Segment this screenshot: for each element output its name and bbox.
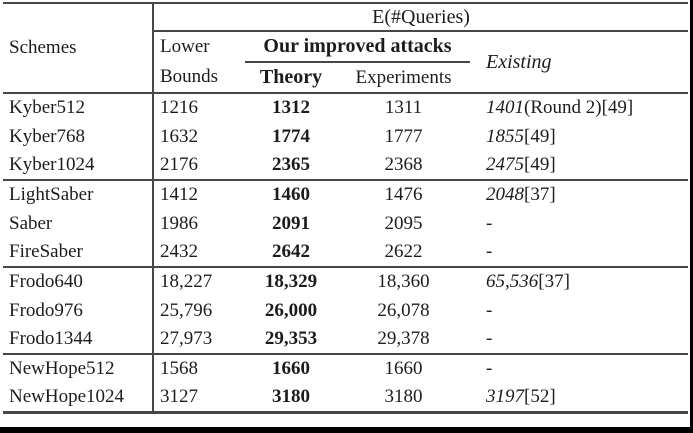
existing-value: -: [470, 296, 688, 325]
column-header-expected-queries: E(#Queries): [153, 2, 689, 32]
scheme-name: Frodo976: [3, 296, 154, 325]
lower-bound-value: 3127: [153, 383, 245, 414]
table-row: Kyber768 1632 1774 1777 1855[49]: [3, 122, 688, 151]
lower-bound-value: 2176: [160, 154, 198, 176]
lower-bound-value: 1216: [160, 97, 198, 119]
scheme-name: FireSaber: [3, 238, 154, 267]
scheme-name: LightSaber: [3, 179, 154, 209]
scheme-name: Kyber512: [3, 93, 154, 122]
theory-value: 1660: [245, 353, 337, 383]
page-right-border: [690, 0, 693, 433]
table-row: FireSaber 2432 2642 2622 -: [3, 238, 688, 267]
theory-value: 1312: [272, 97, 310, 119]
existing-number: 2048: [486, 184, 524, 206]
lower-bound-value: 1986: [160, 212, 198, 234]
scheme-name: Frodo1344: [3, 325, 154, 354]
existing-value: -: [470, 209, 688, 238]
table-body: Kyber512 1216 1312 1311 1401(Round 2)[49] Kyb…: [3, 93, 689, 414]
table-row: Saber 1986 2091 2095 -: [3, 209, 688, 238]
theory-value: 29,353: [264, 328, 318, 350]
theory-value: 2091: [272, 212, 310, 234]
lower-bound-value: 27,973: [160, 328, 213, 350]
column-header-lower-bounds: Lower Bounds: [153, 31, 245, 94]
scheme-name: Frodo640: [3, 266, 154, 296]
existing-number: 65,536: [486, 271, 539, 293]
existing-citation: [37]: [524, 184, 556, 206]
table-header: Schemes E(#Queries) Lower Bounds Our imp…: [3, 2, 689, 94]
theory-value: 18,329: [245, 266, 337, 296]
theory-value: 1460: [245, 179, 337, 209]
existing-value: 2475[49]: [470, 151, 688, 180]
existing-number: 3197: [486, 385, 524, 407]
existing-number: -: [486, 328, 493, 350]
existing-citation: [52]: [524, 385, 556, 407]
existing-value: -: [470, 238, 688, 267]
existing-value: -: [470, 353, 689, 383]
theory-value: 3180: [245, 383, 337, 414]
experiments-value: 2368: [384, 154, 423, 176]
query-results-table: Schemes E(#Queries) Lower Bounds Our imp…: [3, 2, 689, 414]
existing-number: -: [486, 241, 493, 263]
existing-value: 2048[37]: [470, 179, 689, 209]
scheme-name: NewHope512: [3, 353, 154, 383]
existing-number: 1401: [486, 97, 524, 119]
lower-bound-value: 2432: [160, 241, 198, 263]
table-row: Kyber1024 2176 2365 2368 2475[49]: [3, 151, 688, 180]
column-header-schemes: Schemes: [3, 2, 154, 94]
table-row: LightSaber 1412 1460 1476 2048[37]: [3, 179, 689, 209]
theory-value: 2365: [272, 154, 310, 176]
theory-value: 1774: [272, 125, 310, 147]
existing-value: 1401(Round 2)[49]: [470, 93, 688, 122]
experiments-value: 18,360: [337, 266, 470, 296]
table-row: NewHope512 1568 1660 1660-: [3, 353, 689, 383]
table-row: NewHope1024 3127 3180 3180 3197[52]: [3, 383, 689, 414]
table-row: Kyber512 1216 1312 1311 1401(Round 2)[49]: [3, 93, 688, 122]
existing-number: 2475: [486, 154, 524, 176]
experiments-value: 1476: [337, 179, 470, 209]
experiments-value: 26,078: [377, 299, 430, 321]
experiments-value: 29,378: [377, 328, 430, 350]
page-bottom-border: [0, 427, 693, 433]
existing-value: 65,536[37]: [470, 266, 689, 296]
table-row: Frodo976 25,796 26,000 26,078 -: [3, 296, 688, 325]
lower-bounds-line2: Bounds: [160, 66, 219, 87]
column-header-existing: Existing: [470, 31, 689, 94]
existing-value: 1855[49]: [470, 122, 688, 151]
experiments-value: 2622: [384, 241, 423, 263]
existing-citation: [49]: [524, 154, 556, 176]
existing-number: -: [486, 212, 493, 234]
lower-bound-value: 1412: [153, 179, 245, 209]
column-header-theory: Theory: [245, 62, 337, 94]
scheme-name: Kyber768: [3, 122, 154, 151]
existing-number: -: [486, 358, 493, 380]
experiments-value: 1311: [384, 97, 423, 119]
table-row: Frodo1344 27,973 29,353 29,378 -: [3, 325, 688, 354]
lower-bounds-line1: Lower: [160, 36, 210, 57]
existing-citation: [49]: [524, 125, 556, 147]
existing-citation: [37]: [538, 271, 570, 293]
existing-value: 3197[52]: [470, 383, 689, 414]
experiments-value: 1660: [337, 353, 470, 383]
column-header-experiments: Experiments: [337, 62, 470, 94]
theory-value: 26,000: [264, 299, 318, 321]
table-row: Frodo640 18,227 18,329 18,360 65,536[37]: [3, 266, 689, 296]
existing-number: -: [486, 299, 493, 321]
lower-bound-value: 18,227: [153, 266, 245, 296]
scheme-name: NewHope1024: [3, 383, 154, 414]
lower-bound-value: 1632: [160, 125, 198, 147]
scheme-name: Saber: [3, 209, 154, 238]
existing-value: -: [470, 325, 688, 354]
lower-bound-value: 1568: [153, 353, 245, 383]
lower-bound-value: 25,796: [160, 299, 213, 321]
existing-number: 1855: [486, 125, 524, 147]
theory-value: 2642: [272, 241, 310, 263]
existing-citation: (Round 2)[49]: [524, 97, 634, 119]
experiments-value: 2095: [384, 212, 423, 234]
experiments-value: 1777: [384, 125, 423, 147]
column-header-our-improved-attacks: Our improved attacks: [245, 31, 470, 63]
experiments-value: 3180: [337, 383, 470, 414]
scheme-name: Kyber1024: [3, 151, 154, 180]
